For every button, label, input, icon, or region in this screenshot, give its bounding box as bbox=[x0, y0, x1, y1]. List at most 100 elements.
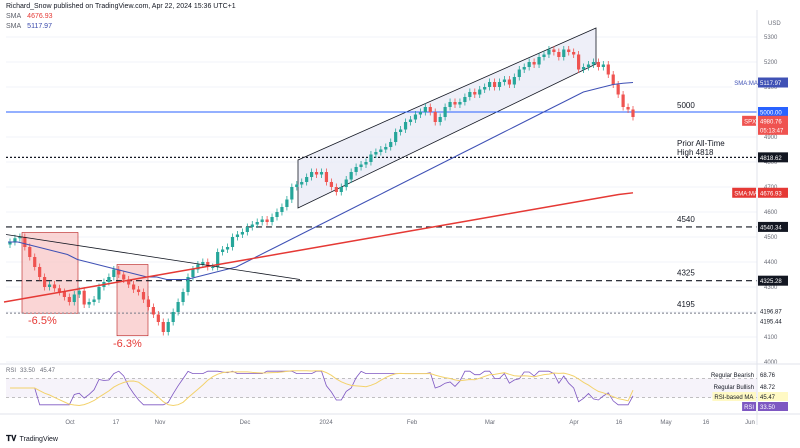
tag-sma-long-label-bg bbox=[732, 187, 756, 198]
rsi-legend-label: Regular Bearish bbox=[711, 373, 754, 379]
tag-4818: 4818.62 bbox=[760, 156, 782, 162]
candle-body bbox=[379, 149, 383, 152]
candle-body bbox=[171, 312, 175, 322]
candle-body bbox=[122, 274, 126, 280]
candle-body bbox=[507, 79, 511, 85]
tag-sma-short-value-bg bbox=[758, 77, 788, 88]
candle-body bbox=[97, 287, 101, 300]
candle-body bbox=[567, 49, 571, 52]
candle-body bbox=[403, 122, 408, 130]
candle-body bbox=[581, 67, 586, 70]
candle-body bbox=[13, 238, 17, 242]
x-tick-label: Mar bbox=[485, 420, 495, 426]
trend-channel bbox=[297, 27, 597, 209]
y-tick-label: 4800 bbox=[764, 160, 778, 166]
candle-body bbox=[136, 289, 141, 292]
candle-body bbox=[211, 267, 215, 268]
candle-body bbox=[517, 69, 521, 77]
sma-label-1: SMA bbox=[6, 13, 22, 20]
candle-body bbox=[611, 74, 615, 85]
candle-body bbox=[107, 277, 111, 282]
candle-body bbox=[626, 107, 630, 110]
candle-body bbox=[92, 299, 96, 302]
candle-body bbox=[413, 114, 418, 120]
candle-body bbox=[384, 147, 388, 150]
candle-body bbox=[562, 49, 566, 57]
x-tick-label: Jun bbox=[745, 420, 755, 426]
sma-label-2: SMA bbox=[6, 23, 22, 30]
rsi-legend-bg bbox=[712, 392, 756, 401]
tradingview-logo-text: TradingView bbox=[19, 435, 58, 443]
label-5000: 5000 bbox=[677, 101, 695, 110]
candle-body bbox=[532, 62, 536, 65]
candle-body bbox=[552, 49, 556, 52]
y-tick-label: 4400 bbox=[764, 260, 778, 266]
trend-lines bbox=[5, 234, 301, 280]
tag-4195-bg bbox=[758, 316, 788, 327]
candle-body bbox=[270, 217, 274, 222]
candle-body bbox=[57, 288, 62, 292]
sma-legend-1[interactable]: SMA 4676.93 bbox=[6, 12, 236, 22]
candle-body bbox=[334, 187, 338, 192]
candle-body bbox=[275, 212, 279, 217]
candle-body bbox=[394, 132, 398, 142]
y-tick-label: 5300 bbox=[764, 35, 778, 41]
x-tick-label: Nov bbox=[155, 420, 166, 426]
candle-body bbox=[468, 92, 472, 97]
tag-spx-value: 4980.76 bbox=[760, 119, 782, 125]
candle-body bbox=[127, 279, 131, 285]
candle-body bbox=[265, 219, 269, 222]
candle-body bbox=[181, 292, 185, 302]
x-tick-label: 2024 bbox=[319, 420, 333, 426]
tradingview-logo-icon: 𝐓𝐕 bbox=[6, 434, 17, 443]
tag-sma-long-value: 4676.93 bbox=[760, 191, 782, 197]
candle-body bbox=[8, 242, 12, 245]
candle-body bbox=[418, 112, 422, 115]
rsi-band bbox=[6, 378, 757, 398]
x-tick-label: Feb bbox=[407, 420, 418, 426]
candle-body bbox=[542, 54, 546, 57]
tag-spx-label-bg bbox=[742, 115, 756, 126]
y-tick-label: 5100 bbox=[764, 85, 778, 91]
sma-legend-2[interactable]: SMA 5117.97 bbox=[6, 22, 236, 32]
tag-4196-bg bbox=[758, 305, 788, 316]
candle-body bbox=[295, 184, 299, 187]
label-prior-high-1: Prior All-Time bbox=[677, 139, 725, 148]
x-tick-label: 17 bbox=[113, 420, 120, 426]
sma-value-1: 4676.93 bbox=[27, 13, 53, 20]
candle-body bbox=[132, 284, 136, 290]
y-tick-label: 4600 bbox=[764, 210, 778, 216]
rsi-ma-line bbox=[10, 370, 634, 407]
candle-body bbox=[300, 182, 304, 185]
candle-body bbox=[344, 179, 348, 187]
sma-short-line bbox=[8, 82, 634, 280]
candle-body bbox=[196, 264, 200, 270]
candle-body bbox=[87, 302, 91, 305]
candle-body bbox=[606, 64, 610, 75]
tag-spx-countdown-bg bbox=[758, 124, 788, 135]
candle-body bbox=[151, 307, 155, 315]
candle-body bbox=[176, 302, 180, 312]
tag-spx-countdown: 05:13:47 bbox=[760, 128, 784, 134]
tag-4325-bg bbox=[758, 275, 788, 286]
tag-5000: 5000.00 bbox=[760, 111, 782, 117]
candle-body bbox=[285, 199, 289, 207]
x-tick-label: Dec bbox=[240, 420, 251, 426]
horizontal-levels bbox=[6, 111, 757, 314]
tag-sma-long-label: SMA:MA bbox=[734, 191, 758, 197]
candle-body bbox=[512, 77, 516, 85]
candle-body bbox=[62, 292, 66, 297]
label-4325: 4325 bbox=[677, 269, 695, 278]
candle-body bbox=[448, 102, 452, 107]
rsi-legend-value: 33.50 bbox=[760, 405, 776, 411]
candle-body bbox=[354, 167, 358, 172]
candle-body bbox=[33, 257, 37, 267]
candle-body bbox=[201, 262, 205, 265]
sma-value-2: 5117.97 bbox=[27, 23, 52, 30]
y-tick-label: 4000 bbox=[764, 360, 778, 366]
candle-body bbox=[82, 290, 86, 305]
tag-4540: 4540.34 bbox=[760, 225, 782, 231]
tradingview-logo[interactable]: 𝐓𝐕 TradingView bbox=[6, 434, 58, 444]
y-tick-label: 4300 bbox=[764, 285, 778, 291]
